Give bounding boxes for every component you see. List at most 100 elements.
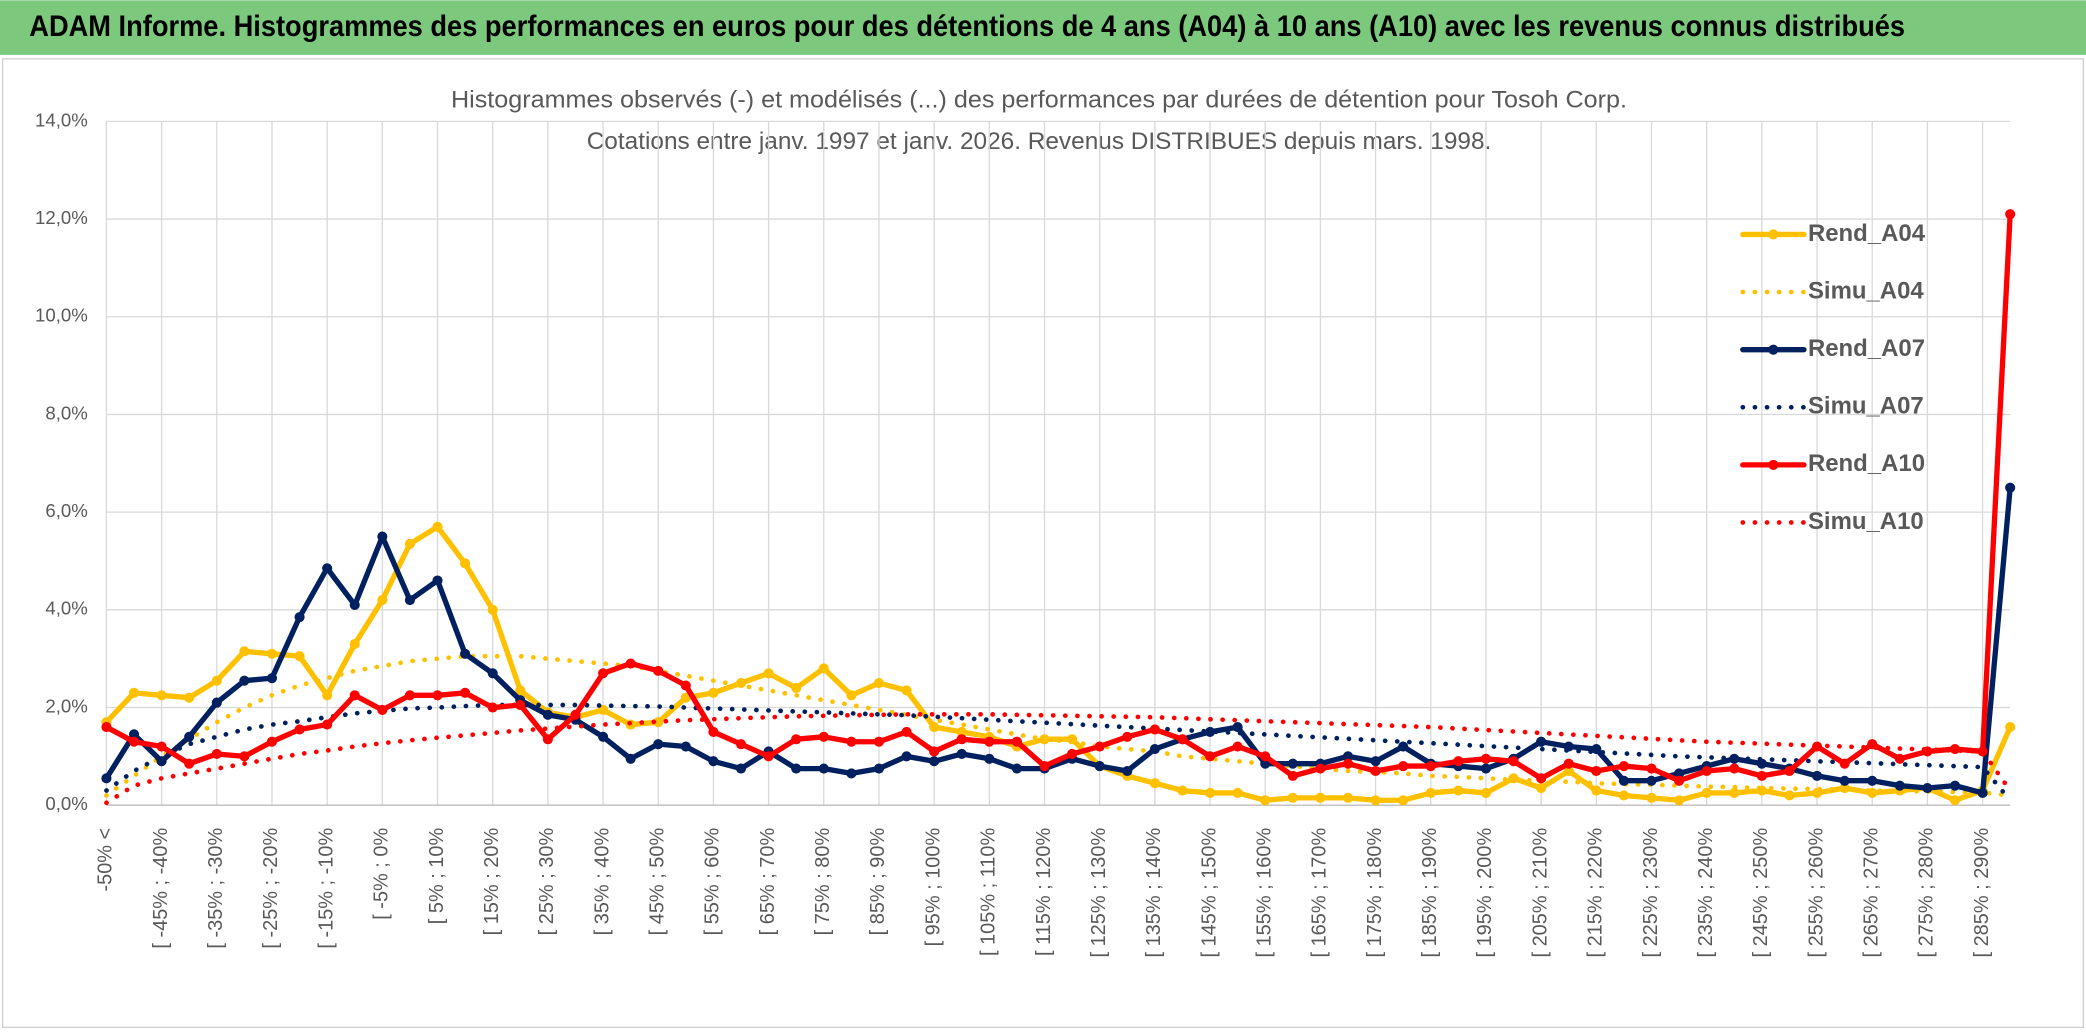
data-point <box>432 690 443 701</box>
x-tick-label: [ 35% ; 40% <box>591 828 613 936</box>
y-tick-label: 4,0% <box>45 598 87 619</box>
data-point <box>1425 761 1436 772</box>
data-point <box>1149 743 1160 755</box>
x-tick-label: [ -45% ; -40% <box>150 828 172 949</box>
x-tick-label: [ 205% ; 210% <box>1529 828 1551 958</box>
data-point <box>929 721 940 733</box>
header-bar <box>0 0 2086 55</box>
data-point <box>1839 775 1850 786</box>
data-point <box>1094 761 1105 772</box>
data-point <box>1370 756 1381 767</box>
x-tick-label: [ 15% ; 20% <box>481 828 503 936</box>
data-point <box>1232 741 1243 752</box>
data-point <box>763 668 774 679</box>
x-tick-label: [ 285% ; 290% <box>1971 828 1993 958</box>
data-point <box>1729 763 1740 774</box>
legend-label: Rend_A07 <box>1808 335 1925 362</box>
chart-title: Histogrammes observés (-) et modélisés (… <box>451 87 1627 114</box>
x-tick-label: [ 155% ; 160% <box>1253 828 1275 958</box>
data-point <box>818 763 829 774</box>
data-point <box>1811 770 1823 781</box>
data-point <box>349 690 360 701</box>
data-point <box>1260 795 1271 806</box>
data-point <box>1149 724 1160 735</box>
data-point <box>901 685 912 696</box>
data-point <box>791 763 802 774</box>
data-point <box>211 748 222 759</box>
data-point <box>1977 787 1988 799</box>
legend-label: Simu_A07 <box>1808 393 1924 420</box>
header-title: ADAM Informe. Histogrammes des performan… <box>29 11 1905 43</box>
data-point <box>791 682 802 694</box>
x-tick-label: [ 105% ; 110% <box>978 828 1000 956</box>
data-point <box>322 690 333 701</box>
data-point <box>708 687 719 698</box>
data-point <box>1122 731 1133 742</box>
data-point <box>984 736 995 747</box>
data-point <box>625 753 636 764</box>
data-point <box>211 675 222 686</box>
x-tick-label: [ 125% ; 130% <box>1088 828 1110 958</box>
data-point <box>1370 765 1381 777</box>
data-point <box>956 734 967 745</box>
data-point <box>653 665 664 676</box>
data-point <box>901 726 912 737</box>
data-point <box>873 736 885 747</box>
data-point <box>1894 780 1905 791</box>
data-point <box>1674 768 1685 779</box>
data-point <box>2005 209 2016 220</box>
x-tick-label: [ 95% ; 100% <box>922 828 944 947</box>
data-point <box>239 646 250 657</box>
data-point <box>1618 761 1629 772</box>
data-point <box>128 687 140 698</box>
data-point <box>1204 751 1216 762</box>
data-point <box>377 531 388 542</box>
data-point <box>929 746 940 757</box>
x-tick-label: [ 135% ; 140% <box>1143 828 1165 958</box>
data-point <box>1480 753 1492 764</box>
data-point <box>1949 780 1961 791</box>
data-point <box>735 763 747 774</box>
x-tick-label: [ 175% ; 180% <box>1364 828 1386 958</box>
x-tick-label: -50% < <box>95 828 117 892</box>
data-point <box>735 739 747 750</box>
data-point <box>1563 765 1574 777</box>
data-point <box>818 663 829 674</box>
data-point <box>1646 763 1657 774</box>
data-point <box>239 675 250 686</box>
data-point <box>1370 795 1381 806</box>
data-point <box>1894 753 1905 764</box>
x-tick-label: [ 265% ; 270% <box>1860 828 1882 958</box>
x-tick-label: [ 115% ; 120% <box>1033 828 1055 956</box>
data-point <box>294 651 305 662</box>
data-point <box>460 558 471 569</box>
x-tick-label: [ 255% ; 260% <box>1805 828 1827 958</box>
x-tick-label: [ 45% ; 50% <box>647 828 669 936</box>
data-point <box>1260 751 1271 762</box>
data-point <box>266 648 278 659</box>
x-tick-label: [ 25% ; 30% <box>536 828 558 936</box>
data-point <box>266 673 278 684</box>
observed-line <box>103 485 2013 796</box>
data-point <box>1922 783 1933 794</box>
data-point <box>322 563 333 574</box>
x-tick-label: [ 235% ; 240% <box>1695 828 1717 958</box>
y-tick-label: 0,0% <box>45 793 87 814</box>
data-point <box>1646 792 1657 803</box>
data-point <box>1177 734 1188 745</box>
x-tick-label: [ 55% ; 60% <box>702 828 724 936</box>
data-point <box>1480 763 1492 774</box>
data-point <box>2005 721 2016 733</box>
data-point <box>349 638 360 650</box>
data-point <box>956 748 967 759</box>
data-point <box>1204 787 1216 799</box>
data-point <box>1701 787 1712 799</box>
data-point <box>184 731 195 742</box>
data-point <box>294 724 305 735</box>
legend-marker <box>1768 229 1779 240</box>
x-tick-label: [ 75% ; 80% <box>812 828 834 936</box>
data-point <box>984 753 995 764</box>
legend-marker <box>1768 459 1779 470</box>
data-point <box>128 729 140 740</box>
